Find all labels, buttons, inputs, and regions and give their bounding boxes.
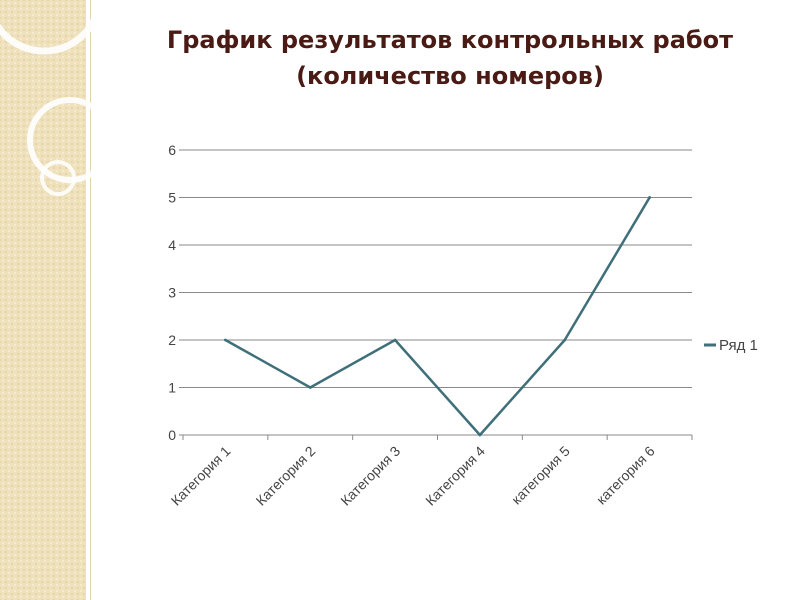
y-tick-label: 2 (168, 332, 176, 348)
x-tick-label: Категория 3 (337, 443, 403, 509)
y-tick-label: 5 (168, 190, 176, 206)
y-tick-label: 6 (168, 142, 176, 158)
data-point (224, 338, 227, 342)
side-divider (86, 0, 90, 600)
side-edge-line (90, 0, 91, 600)
series-layer (224, 196, 651, 437)
data-point (648, 196, 651, 199)
series-line (224, 196, 651, 437)
x-tick-label: Категория 1 (168, 443, 234, 509)
y-tick-label: 4 (168, 237, 176, 253)
x-tick-label: категория 6 (593, 443, 658, 508)
x-axis-ticks: Категория 1 Категория 2 Категория 3 Категор… (168, 435, 693, 509)
x-tick-label: категория 5 (508, 443, 573, 508)
legend-label: Ряд 1 (719, 337, 758, 354)
legend: Ряд 1 (704, 337, 758, 354)
y-axis-ticks: 0 1 2 3 4 5 6 (168, 142, 183, 443)
y-tick-label: 0 (168, 427, 176, 443)
gridlines (183, 149, 692, 436)
data-point (478, 433, 482, 437)
data-point (393, 338, 397, 342)
data-point (563, 338, 567, 342)
x-tick-label: Категория 4 (422, 443, 488, 509)
y-tick-label: 3 (168, 285, 176, 301)
data-point (308, 386, 312, 389)
x-tick-label: Категория 2 (253, 443, 319, 509)
decorative-rings (0, 0, 113, 196)
chart-title: График результатов контрольных работ (ко… (166, 26, 734, 90)
y-tick-label: 1 (168, 380, 176, 396)
